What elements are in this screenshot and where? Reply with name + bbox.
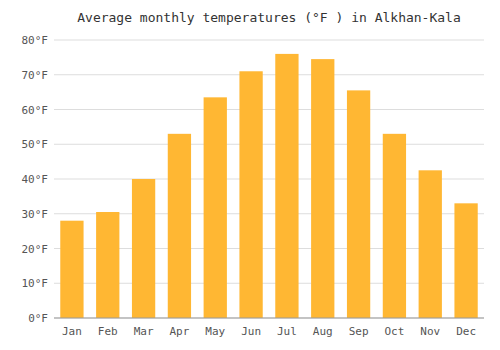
grid-line: [54, 40, 484, 41]
grid-line: [54, 144, 484, 145]
bar: [347, 90, 370, 318]
x-tick-label: Nov: [420, 325, 440, 338]
bar: [96, 212, 119, 318]
bar: [275, 54, 298, 318]
bar: [168, 134, 191, 318]
x-tick-label: Jul: [277, 325, 297, 338]
y-tick-label: 50°F: [22, 138, 49, 151]
chart-container: Average monthly temperatures (°F ) in Al…: [0, 0, 500, 350]
bar: [383, 134, 406, 318]
x-tick-label: May: [205, 325, 225, 338]
y-axis: 0°F 10°F 20°F 30°F 40°F 50°F 60°F 70°F 80°F: [22, 34, 49, 325]
grid: [54, 40, 484, 318]
x-tick-label: Oct: [384, 325, 404, 338]
x-axis: Jan Feb Mar Apr May Jun Jul Aug Sep Oct Nov Dec: [54, 318, 484, 338]
x-tick-label: Mar: [134, 325, 154, 338]
y-tick-label: 20°F: [22, 243, 49, 256]
y-tick-label: 70°F: [22, 69, 49, 82]
x-tick-label: Feb: [98, 325, 118, 338]
y-tick-label: 0°F: [28, 312, 48, 325]
y-tick-label: 10°F: [22, 277, 49, 290]
bars: [60, 54, 477, 318]
bar: [419, 170, 442, 318]
title: Average monthly temperatures (°F ) in Al…: [77, 10, 461, 25]
x-tick-label: Dec: [456, 325, 476, 338]
y-tick-label: 30°F: [22, 208, 49, 221]
bar: [454, 203, 477, 318]
x-tick-label: Apr: [169, 325, 189, 338]
y-tick-label: 60°F: [22, 104, 49, 117]
x-tick-label: Sep: [349, 325, 369, 338]
bar: [239, 71, 262, 318]
x-tick-label: Jan: [62, 325, 82, 338]
bar: [204, 97, 227, 318]
grid-line: [54, 109, 484, 110]
chart: Average monthly temperatures (°F ) in Al…: [0, 0, 500, 350]
x-tick-label: Aug: [313, 325, 333, 338]
bar: [132, 179, 155, 318]
bar: [311, 59, 334, 318]
y-tick-label: 80°F: [22, 34, 49, 47]
bar: [60, 221, 83, 318]
x-tick-label: Jun: [241, 325, 261, 338]
grid-line: [54, 74, 484, 75]
x-axis-line: [54, 318, 484, 319]
grid-line: [54, 318, 484, 319]
y-tick-label: 40°F: [22, 173, 49, 186]
